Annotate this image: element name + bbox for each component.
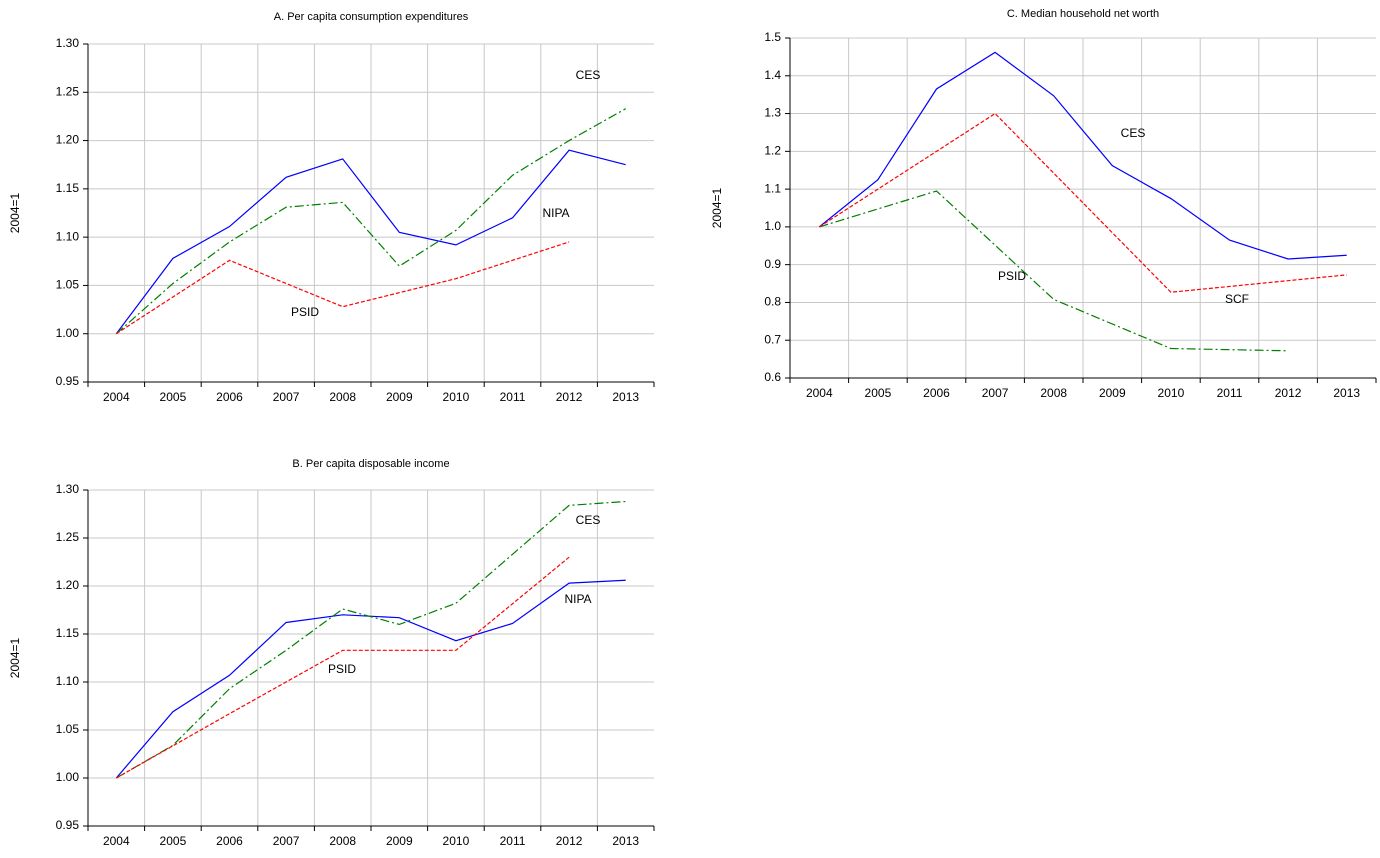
y-tick-label: 0.8	[764, 295, 781, 309]
series-line	[818, 51, 1347, 260]
series-label: NIPA	[542, 206, 569, 220]
x-tick-label: 2009	[386, 390, 413, 404]
x-tick-label: 2011	[1217, 386, 1243, 400]
y-tick-label: 1.3	[764, 106, 781, 120]
chart-title: B. Per capita disposable income	[292, 458, 449, 470]
x-tick-label: 2008	[329, 834, 356, 848]
x-tick-label: 2013	[612, 390, 639, 404]
x-tick-label: 2013	[612, 834, 639, 848]
series-line	[115, 149, 626, 335]
y-tick-label: 0.7	[764, 332, 781, 346]
y-tick-label: 1.0	[764, 219, 781, 233]
series-label: CES	[576, 68, 601, 82]
x-tick-label: 2005	[160, 390, 187, 404]
y-tick-label: 1.20	[56, 578, 80, 592]
chart-title: C. Median household net worth	[1007, 8, 1159, 20]
x-tick-label: 2008	[329, 390, 356, 404]
series-line	[115, 108, 626, 335]
y-axis-label: 2004=1	[8, 637, 22, 678]
series-label: CES	[576, 513, 601, 527]
x-tick-label: 2011	[500, 834, 526, 848]
x-tick-label: 2012	[556, 390, 583, 404]
series-label: CES	[1121, 126, 1146, 140]
x-tick-label: 2009	[1099, 386, 1126, 400]
y-tick-label: 1.05	[56, 278, 80, 292]
series-label: PSID	[291, 305, 319, 319]
series-line	[818, 112, 1347, 293]
series-label: PSID	[328, 662, 356, 676]
series-line	[819, 190, 1289, 352]
x-tick-label: 2006	[216, 834, 243, 848]
y-tick-label: 1.15	[56, 181, 80, 195]
y-tick-label: 1.10	[56, 229, 80, 243]
y-axis-label: 2004=1	[8, 192, 22, 233]
x-tick-label: 2007	[273, 390, 300, 404]
chart-panel: A. Per capita consumption expenditures 20…	[8, 11, 655, 404]
y-tick-label: 1.1	[764, 181, 781, 195]
x-tick-label: 2011	[500, 390, 526, 404]
x-tick-label: 2009	[386, 834, 413, 848]
chart-panel: B. Per capita disposable income 2004=1 0.9…	[8, 458, 655, 848]
y-tick-label: 1.30	[56, 36, 80, 50]
x-tick-label: 2007	[982, 386, 1009, 400]
chart-title: A. Per capita consumption expenditures	[274, 11, 469, 23]
x-tick-label: 2005	[160, 834, 187, 848]
y-tick-label: 1.4	[764, 68, 781, 82]
series-line	[116, 500, 626, 779]
series-line	[116, 556, 570, 779]
y-tick-label: 1.25	[56, 84, 80, 98]
y-tick-label: 1.05	[56, 722, 80, 736]
x-tick-label: 2004	[806, 386, 833, 400]
y-tick-label: 1.30	[56, 482, 80, 496]
y-tick-label: 1.5	[764, 30, 781, 44]
y-tick-label: 1.10	[56, 674, 80, 688]
x-tick-label: 2010	[1158, 386, 1185, 400]
y-tick-label: 1.00	[56, 326, 80, 340]
x-tick-label: 2012	[556, 834, 583, 848]
chart-panel: C. Median household net worth 2004=1 0.6 0.…	[710, 8, 1377, 400]
y-tick-label: 0.9	[764, 257, 781, 271]
y-tick-label: 0.95	[56, 818, 80, 832]
x-tick-label: 2008	[1040, 386, 1067, 400]
x-tick-label: 2010	[443, 390, 470, 404]
y-tick-label: 1.20	[56, 133, 80, 147]
x-tick-label: 2006	[923, 386, 950, 400]
x-tick-label: 2013	[1333, 386, 1360, 400]
series-label: PSID	[998, 269, 1026, 283]
x-tick-label: 2007	[273, 834, 300, 848]
series-line	[115, 241, 570, 335]
y-tick-label: 0.6	[764, 370, 781, 384]
x-tick-label: 2005	[865, 386, 892, 400]
x-tick-label: 2004	[103, 390, 130, 404]
y-tick-label: 0.95	[56, 374, 80, 388]
x-tick-label: 2004	[103, 834, 130, 848]
x-tick-label: 2010	[443, 834, 470, 848]
series-label: NIPA	[564, 592, 591, 606]
y-axis-label: 2004=1	[710, 187, 724, 228]
y-tick-label: 1.25	[56, 530, 80, 544]
y-tick-label: 1.15	[56, 626, 80, 640]
x-tick-label: 2006	[216, 390, 243, 404]
series-label: SCF	[1225, 292, 1249, 306]
y-tick-label: 1.2	[764, 144, 781, 158]
x-tick-label: 2012	[1275, 386, 1302, 400]
y-tick-label: 1.00	[56, 770, 80, 784]
